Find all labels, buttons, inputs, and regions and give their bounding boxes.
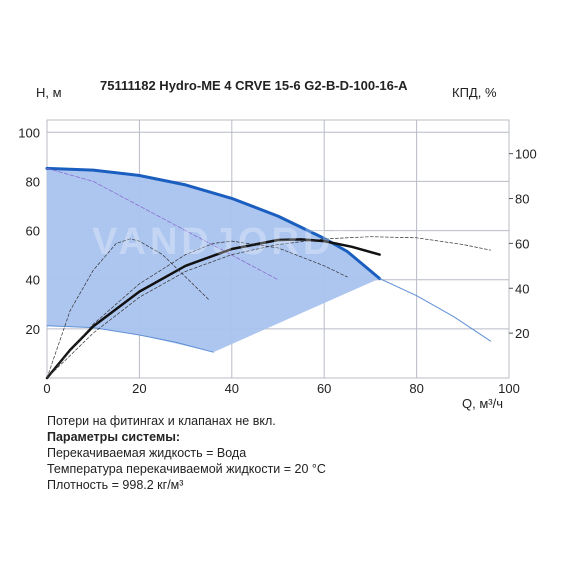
watermark-text: VANDJORD bbox=[92, 221, 335, 263]
series-line-thin-purple-3 bbox=[46, 168, 279, 281]
note-fluid: Перекачиваемая жидкость = Вода bbox=[47, 446, 247, 460]
x-tick-label: 60 bbox=[317, 381, 331, 396]
note-system-params-heading: Параметры системы: bbox=[47, 430, 181, 444]
series-line-efficiency-4 bbox=[45, 238, 381, 380]
y-left-tick-label: 20 bbox=[26, 322, 40, 337]
x-axis-label: Q, м³/ч bbox=[462, 396, 503, 411]
axes: 0 20 40 60 80 100 20 40 60 80 100 20 40 60 80 100 bbox=[18, 125, 536, 396]
operating-area-fill bbox=[47, 168, 380, 353]
series-line-thin-efficiency-7 bbox=[46, 240, 348, 379]
series-line-thin-2 bbox=[46, 325, 214, 353]
y-left-tick-label: 60 bbox=[26, 224, 40, 239]
note-temperature: Температура перекачиваемой жидкости = 20… bbox=[47, 462, 326, 476]
watermark-registered-mark: ® bbox=[334, 221, 349, 237]
operating-area bbox=[47, 168, 380, 353]
x-tick-label: 0 bbox=[43, 381, 50, 396]
y-left-tick-label: 100 bbox=[18, 125, 40, 140]
series-line-thin-1 bbox=[379, 278, 491, 342]
y-left-tick-label: 40 bbox=[26, 273, 40, 288]
series-line-thick-0 bbox=[45, 166, 382, 280]
system-notes: Потери на фитингах и клапанах не вкл. Па… bbox=[47, 413, 326, 493]
y-right-tick-label: 80 bbox=[515, 192, 529, 207]
y-left-tick-label: 80 bbox=[26, 174, 40, 189]
watermark: VANDJORD® bbox=[92, 221, 349, 264]
x-tick-label: 100 bbox=[498, 381, 520, 396]
x-tick-label: 40 bbox=[225, 381, 239, 396]
chart-title: 75111182 Hydro-ME 4 CRVE 15-6 G2-B-D-100… bbox=[100, 78, 408, 93]
series-line-thin-efficiency-6 bbox=[46, 238, 210, 379]
y-right-tick-label: 60 bbox=[515, 236, 529, 251]
y-axis-left-label: H, м bbox=[36, 85, 62, 100]
x-tick-label: 20 bbox=[132, 381, 146, 396]
y-right-tick-label: 20 bbox=[515, 326, 529, 341]
series-line-thin-efficiency-5 bbox=[46, 236, 491, 379]
note-density: Плотность = 998.2 кг/м³ bbox=[47, 478, 184, 492]
x-tick-label: 80 bbox=[409, 381, 423, 396]
y-right-tick-label: 40 bbox=[515, 281, 529, 296]
y-axis-right-label: КПД, % bbox=[452, 85, 497, 100]
note-fittings: Потери на фитингах и клапанах не вкл. bbox=[47, 414, 276, 428]
y-right-tick-label: 100 bbox=[515, 147, 537, 162]
series-lines bbox=[45, 166, 491, 380]
